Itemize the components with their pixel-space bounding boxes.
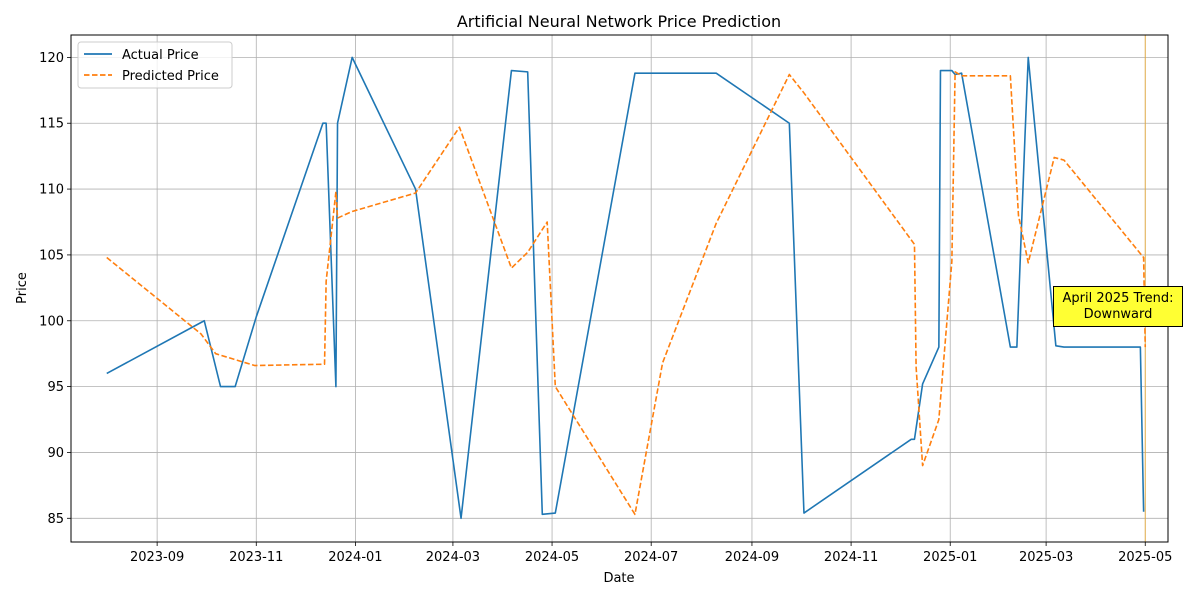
legend-label-predicted: Predicted Price [122,69,219,84]
x-tick-label: 2025-05 [1118,550,1172,565]
x-tick-label: 2023-11 [229,550,283,565]
y-tick-label: 115 [39,117,64,132]
series-lines [106,56,1147,520]
x-axis-label: Date [603,571,634,586]
chart-title: Artificial Neural Network Price Predicti… [457,12,781,31]
axis-ticks: 2023-09 2023-11 2024-01 2024-03 2024-05 2024-… [39,51,1172,565]
x-tick-label: 2025-03 [1019,550,1073,565]
trend-annotation-line1: April 2025 Trend: [1062,291,1174,306]
x-tick-label: 2025-01 [923,550,977,565]
x-tick-label: 2023-09 [130,550,184,565]
x-tick-label: 2024-11 [824,550,878,565]
y-tick-label: 85 [47,512,64,527]
y-tick-label: 90 [47,446,64,461]
predicted-price-line [106,71,1147,516]
y-tick-label: 100 [39,314,64,329]
trend-annotation: April 2025 Trend: Downward [1053,286,1183,327]
actual-price-line [106,56,1145,520]
x-tick-label: 2024-07 [624,550,678,565]
legend: Actual Price Predicted Price [77,41,233,89]
x-tick-label: 2024-01 [328,550,382,565]
legend-label-actual: Actual Price [122,48,199,63]
trend-annotation-line2: Downward [1083,307,1153,322]
y-axis-label: Price [15,272,30,304]
y-tick-label: 95 [47,380,64,395]
x-tick-label: 2024-05 [525,550,579,565]
y-tick-label: 105 [39,248,64,263]
x-tick-label: 2024-03 [426,550,480,565]
legend-box [77,41,233,89]
x-tick-label: 2024-09 [725,550,779,565]
y-tick-label: 120 [39,51,64,66]
y-tick-label: 110 [39,183,64,198]
